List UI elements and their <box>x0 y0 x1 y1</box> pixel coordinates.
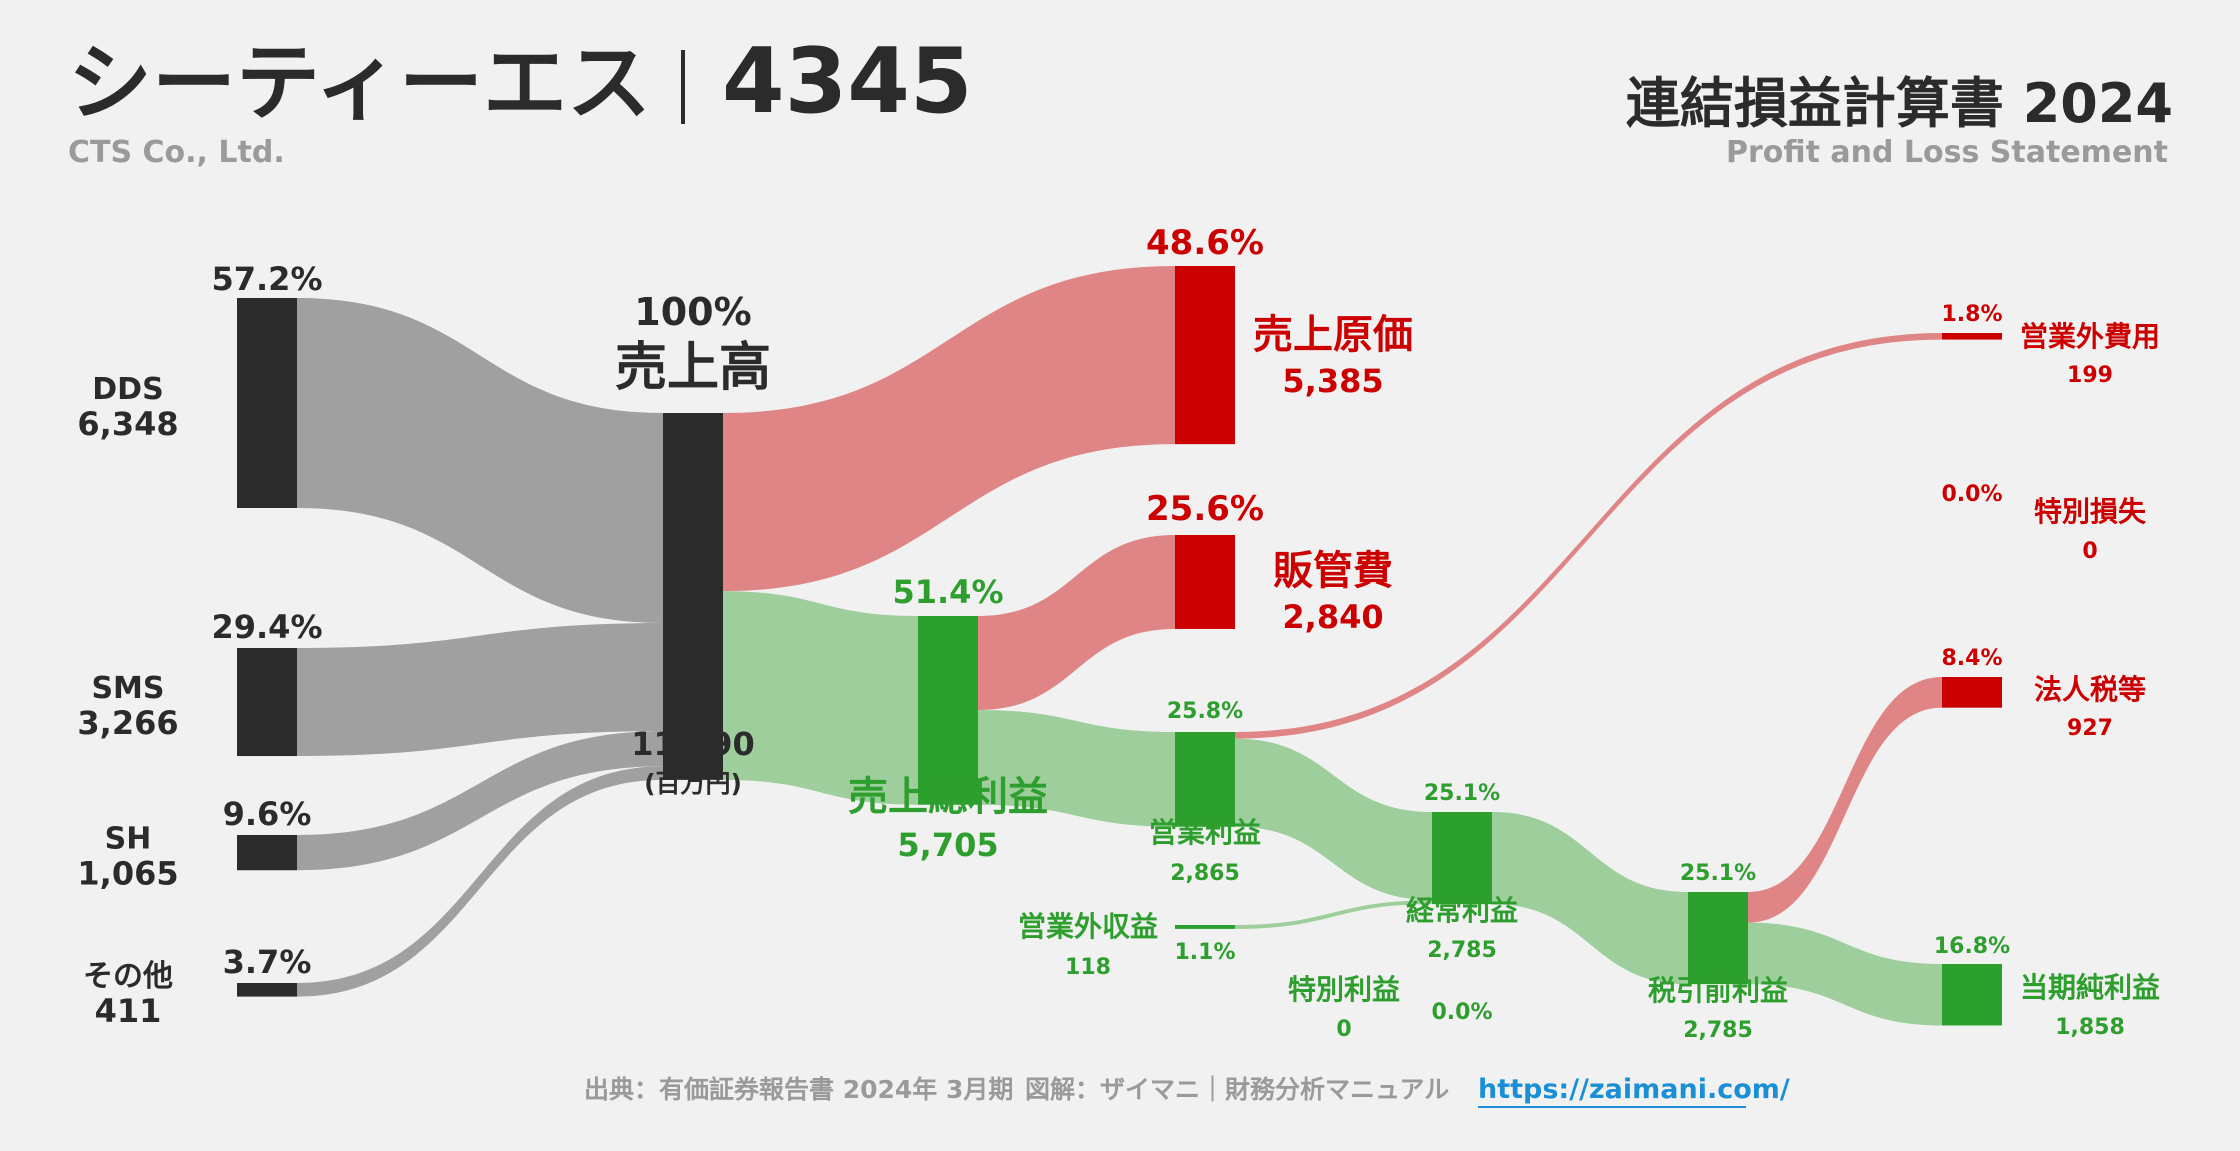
node-other <box>237 983 297 997</box>
node-ordinary <box>1432 812 1492 905</box>
footer-credit: 図解：ザイマニ｜財務分析マニュアル <box>1025 1075 1449 1104</box>
node-sga <box>1175 535 1235 629</box>
value-pretax: 2,785 <box>1683 1018 1753 1043</box>
value-sms: 3,266 <box>77 704 178 742</box>
pct-dds: 57.2% <box>211 260 322 298</box>
statement-title: 連結損益計算書 2024 <box>1626 72 2173 135</box>
node-tax <box>1942 677 2002 708</box>
company-name: シーティーエス <box>68 34 651 132</box>
pct-pretax: 25.1% <box>1680 861 1756 886</box>
label-nonop-exp: 営業外費用 <box>2020 320 2160 353</box>
flow-pretax-net <box>1748 922 1942 1026</box>
pct-op: 25.8% <box>1167 699 1243 724</box>
flow-gross-sga <box>978 535 1175 710</box>
label-op: 営業利益 <box>1149 816 1261 849</box>
node-revenue <box>663 413 723 780</box>
pct-ordinary: 25.1% <box>1424 781 1500 806</box>
label-net: 当期純利益 <box>2020 971 2160 1004</box>
flow-other-revenue <box>297 766 663 997</box>
label-extra-loss: 特別損失 <box>2034 495 2147 528</box>
node-sms <box>237 648 297 757</box>
node-net <box>1942 964 2002 1026</box>
node-nonop_inc <box>1175 925 1235 929</box>
label-dds: DDS <box>92 372 163 407</box>
company-name-en: CTS Co., Ltd. <box>68 135 285 170</box>
label-ordinary: 経常利益 <box>1406 894 1518 927</box>
flow-nonop_inc-ordinary <box>1234 900 1433 929</box>
node-pretax <box>1688 892 1748 985</box>
flow-revenue-cogs <box>723 266 1175 592</box>
pct-revenue: 100% <box>634 290 751 334</box>
node-dds <box>237 298 297 508</box>
pct-extra-gain: 0.0% <box>1431 1000 1492 1025</box>
flow-gross-op <box>978 709 1175 827</box>
value-nonop-exp: 199 <box>2067 363 2113 388</box>
flow-dds-revenue <box>297 298 663 623</box>
value-tax: 927 <box>2067 716 2113 741</box>
label-gross: 売上総利益 <box>848 774 1048 820</box>
label-other: その他 <box>83 959 173 994</box>
label-cogs: 売上原価 <box>1253 312 1413 358</box>
value-op: 2,865 <box>1170 861 1240 886</box>
value-dds: 6,348 <box>77 405 178 443</box>
flow-sh-revenue <box>297 731 663 871</box>
unit-label: (百万円) <box>644 769 742 798</box>
value-sga: 2,840 <box>1282 598 1383 636</box>
flow-pretax-tax <box>1748 677 1942 923</box>
pct-cogs: 48.6% <box>1146 223 1264 263</box>
ticker-code: 4345 <box>722 29 973 134</box>
label-pretax: 税引前利益 <box>1648 974 1788 1007</box>
value-cogs: 5,385 <box>1282 362 1383 400</box>
pct-extra-loss: 0.0% <box>1941 482 2002 507</box>
pct-other: 3.7% <box>223 943 312 981</box>
flow-revenue-gross <box>723 591 918 805</box>
node-op <box>1175 732 1235 827</box>
label-sga: 販管費 <box>1273 548 1393 594</box>
sankey-flows <box>297 266 1942 1026</box>
pct-net: 16.8% <box>1934 934 2010 959</box>
flow-op-nonop_exp <box>1235 333 1942 739</box>
node-cogs <box>1175 266 1235 445</box>
node-nonop_exp <box>1942 333 2002 340</box>
node-gross <box>918 616 978 805</box>
value-nonop-inc: 118 <box>1065 955 1111 980</box>
footer-url-link[interactable]: https://zaimani.com/ <box>1478 1074 1790 1105</box>
value-ordinary: 2,785 <box>1427 938 1497 963</box>
flow-ordinary-pretax <box>1492 812 1688 985</box>
pct-nonop-exp: 1.8% <box>1941 302 2002 327</box>
pct-sga: 25.6% <box>1146 489 1264 529</box>
label-extra-gain: 特別利益 <box>1288 973 1400 1006</box>
value-revenue: 11,090 <box>631 725 754 763</box>
pct-nonop-inc: 1.1% <box>1174 940 1235 965</box>
node-sh <box>237 835 297 871</box>
label-nonop-inc: 営業外収益 <box>1018 910 1158 943</box>
flow-sms-revenue <box>297 623 663 757</box>
value-other: 411 <box>95 992 162 1030</box>
value-sh: 1,065 <box>77 855 178 893</box>
label-tax: 法人税等 <box>2034 673 2146 706</box>
label-revenue: 売上高 <box>615 338 771 398</box>
flow-op-ordinary <box>1235 738 1432 901</box>
pct-sms: 29.4% <box>211 608 322 646</box>
pct-tax: 8.4% <box>1941 646 2002 671</box>
value-gross: 5,705 <box>897 826 998 864</box>
statement-title-en: Profit and Loss Statement <box>1726 135 2168 170</box>
value-net: 1,858 <box>2055 1015 2125 1040</box>
value-extra-loss: 0 <box>2082 539 2097 564</box>
label-sms: SMS <box>91 671 164 706</box>
pct-sh: 9.6% <box>223 795 312 833</box>
footer-source: 出典：有価証券報告書 2024年 3月期 <box>584 1075 1013 1104</box>
label-sh: SH <box>105 822 152 857</box>
value-extra-gain: 0 <box>1336 1017 1351 1042</box>
pct-gross: 51.4% <box>892 573 1003 611</box>
sankey-nodes <box>237 266 2002 1026</box>
